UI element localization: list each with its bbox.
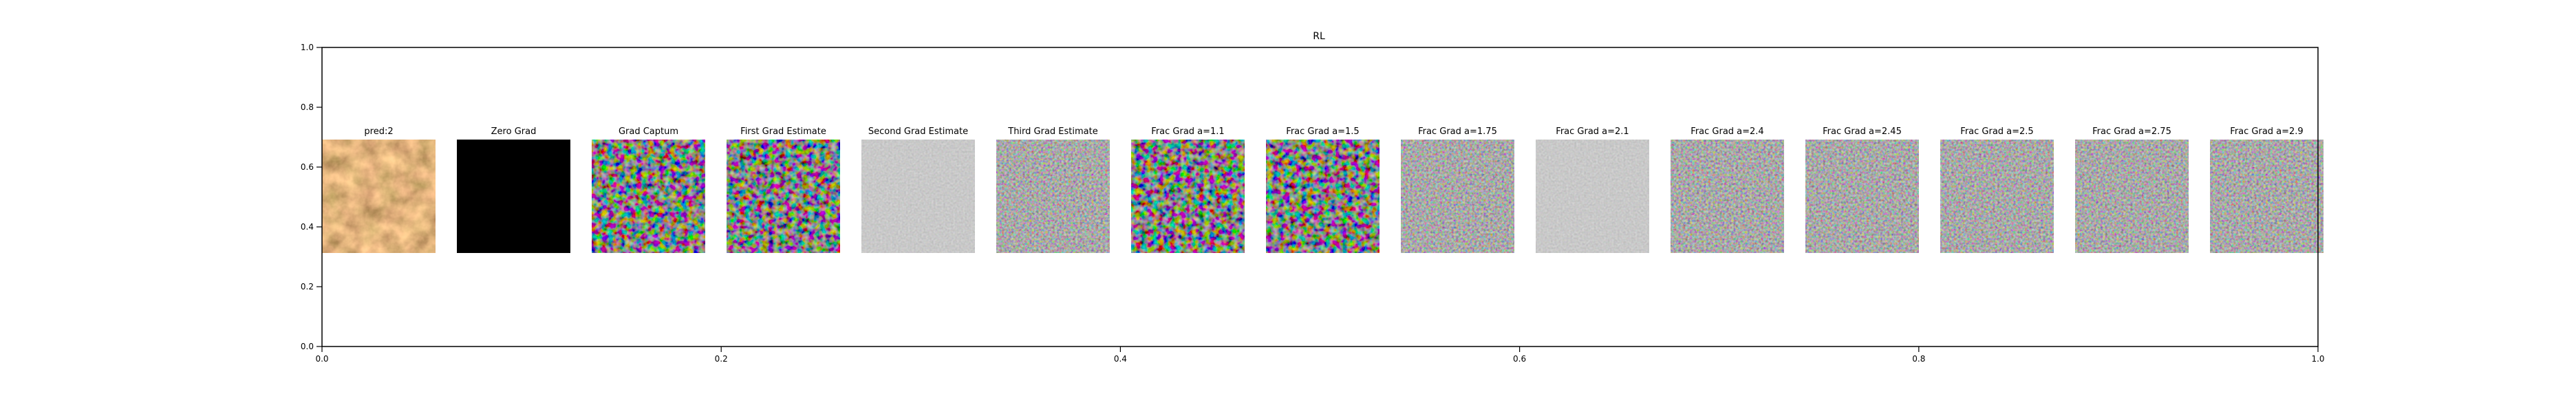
y-tick-label: 0.6: [301, 162, 314, 172]
x-tick-label: 0.4: [1114, 354, 1127, 364]
y-tick-label: 1.0: [301, 43, 314, 52]
panel-title: Grad Captum: [619, 126, 678, 137]
panel-image: [861, 140, 975, 253]
panel-title: pred:2: [364, 126, 393, 137]
x-tick-label: 1.0: [2311, 354, 2324, 364]
panel-image: [1940, 140, 2054, 253]
panel-image: [1266, 140, 1380, 253]
panel-image: [1805, 140, 1919, 253]
panel-image: [2075, 140, 2189, 253]
panel-image: [727, 140, 840, 253]
x-tick-label: 0.2: [715, 354, 728, 364]
x-tick-label: 0.0: [315, 354, 328, 364]
panel-title: Third Grad Estimate: [1007, 126, 1097, 137]
panel-title: Frac Grad a=1.5: [1286, 126, 1359, 137]
panel-image: [1671, 140, 1784, 253]
panel-title: Second Grad Estimate: [868, 126, 968, 137]
chart-title: RL: [1313, 31, 1325, 42]
panel-image: [1401, 140, 1514, 253]
panel-title: Frac Grad a=2.9: [2230, 126, 2303, 137]
panel-image: [2210, 140, 2323, 253]
panel-title: Frac Grad a=1.1: [1151, 126, 1224, 137]
panel-image: [1536, 140, 1649, 253]
axes-frame: [321, 47, 2319, 347]
x-tick-label: 0.6: [1513, 354, 1526, 364]
y-tick-label: 0.2: [301, 282, 314, 292]
panel-title: Frac Grad a=1.75: [1418, 126, 1497, 137]
panel-image: [592, 140, 705, 253]
panel-title: Frac Grad a=2.1: [1556, 126, 1629, 137]
panel-title: Frac Grad a=2.5: [1960, 126, 2033, 137]
panel-title: Zero Grad: [491, 126, 537, 137]
panel-image: [996, 140, 1110, 253]
panel-title: Frac Grad a=2.4: [1690, 126, 1763, 137]
panel-image: [457, 140, 570, 253]
y-tick-label: 0.4: [301, 222, 314, 232]
y-tick-label: 0.8: [301, 102, 314, 112]
panel-title: Frac Grad a=2.75: [2092, 126, 2171, 137]
panel-image: [1131, 140, 1245, 253]
panel-image: [322, 140, 436, 253]
y-tick-label: 0.0: [301, 342, 314, 351]
panel-title: First Grad Estimate: [740, 126, 826, 137]
panel-title: Frac Grad a=2.45: [1823, 126, 1902, 137]
x-tick-label: 0.8: [1912, 354, 1925, 364]
